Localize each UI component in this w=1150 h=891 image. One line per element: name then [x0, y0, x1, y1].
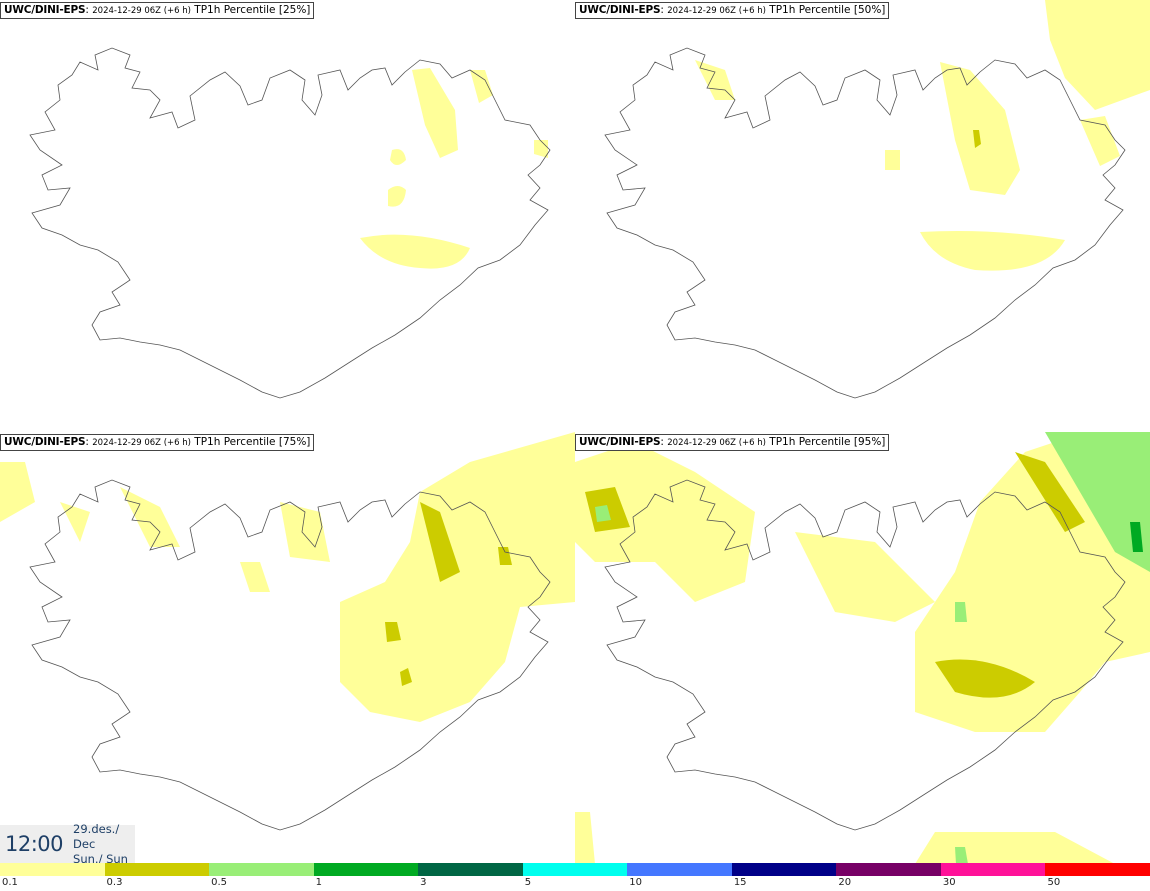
valid-time-box: 12:00 29.des./ Dec Sun./ Sun	[0, 822, 135, 866]
precip-area	[385, 622, 401, 642]
precip-area	[240, 562, 270, 592]
legend-swatch	[418, 863, 523, 876]
precip-shading	[695, 0, 1150, 271]
map-panel-50: UWC/DINI-EPS: 2024-12-29 06Z (+6 h) TP1h…	[575, 0, 1150, 432]
legend-swatch	[940, 863, 1046, 876]
precip-area	[795, 532, 935, 622]
panel-title: UWC/DINI-EPS: 2024-12-29 06Z (+6 h) TP1h…	[575, 2, 890, 19]
map-panel-75: UWC/DINI-EPS: 2024-12-29 06Z (+6 h) TP1h…	[0, 432, 575, 864]
precip-shading	[0, 432, 575, 722]
legend-tick-label: 3	[420, 877, 427, 888]
precip-area	[1130, 522, 1143, 552]
precip-area	[60, 502, 90, 542]
precip-area	[575, 812, 595, 864]
precip-legend: 0.1 0.3 0.5 1 3 5 10 15 20 30 50	[0, 863, 1150, 891]
precip-area	[534, 140, 548, 158]
precip-area	[1015, 452, 1085, 532]
legend-tick-label: 10	[629, 877, 642, 888]
legend-swatch	[836, 863, 941, 876]
legend-tick-label: 0.3	[106, 877, 123, 888]
valid-time: 12:00	[5, 832, 64, 856]
precip-area	[340, 432, 575, 722]
valid-day: Sun./ Sun	[73, 851, 128, 866]
precip-area	[973, 130, 981, 148]
legend-tick-label: 30	[942, 877, 956, 888]
precip-area	[920, 231, 1065, 271]
panel-title: UWC/DINI-EPS: 2024-12-29 06Z (+6 h) TP1h…	[0, 434, 315, 451]
precip-area	[940, 62, 1020, 195]
legend-tick-label: 0.1	[2, 877, 18, 888]
precip-area	[360, 234, 470, 269]
iceland-coastline	[604, 47, 1126, 399]
iceland-map	[575, 432, 1150, 864]
legend-tick-label: 0.5	[211, 877, 227, 888]
precip-area	[120, 487, 180, 547]
legend-swatch	[313, 863, 419, 876]
legend-swatch	[522, 863, 628, 876]
map-panel-95: UWC/DINI-EPS: 2024-12-29 06Z (+6 h) TP1h…	[575, 432, 1150, 864]
valid-date: 29.des./ Dec	[73, 821, 120, 851]
panel-title: UWC/DINI-EPS: 2024-12-29 06Z (+6 h) TP1h…	[0, 2, 315, 19]
legend-tick-label: 50	[1047, 877, 1061, 888]
legend-tick-label: 5	[524, 877, 532, 888]
precip-area	[935, 659, 1035, 698]
precip-area	[280, 502, 330, 562]
valid-date-block: 29.des./ Dec Sun./ Sun	[73, 822, 135, 867]
precip-area	[1045, 432, 1150, 572]
precip-area	[0, 462, 35, 522]
precip-shading	[360, 68, 548, 269]
precip-area	[575, 442, 755, 602]
iceland-map	[29, 47, 551, 399]
precip-area	[388, 186, 406, 207]
precip-shading	[575, 432, 1150, 864]
iceland-map	[0, 432, 575, 831]
precip-area	[470, 70, 493, 103]
precip-area	[498, 547, 512, 565]
legend-swatch	[1045, 863, 1150, 876]
iceland-coastline	[604, 479, 1126, 831]
precip-area	[1080, 116, 1120, 166]
precip-area	[885, 150, 900, 170]
precip-area	[390, 149, 406, 165]
map-panel-25: UWC/DINI-EPS: 2024-12-29 06Z (+6 h) TP1h…	[0, 0, 575, 432]
legend-ticks: 0.1 0.3 0.5 1 3 5 10 15 20 30 50	[0, 876, 1150, 891]
legend-swatch	[627, 863, 732, 876]
legend-swatch	[104, 863, 210, 876]
iceland-coastline	[29, 479, 551, 831]
legend-swatch	[731, 863, 837, 876]
precip-area	[1045, 0, 1150, 110]
precip-area	[412, 68, 458, 158]
panel-title: UWC/DINI-EPS: 2024-12-29 06Z (+6 h) TP1h…	[575, 434, 890, 451]
precip-area	[915, 832, 1115, 864]
precip-area	[595, 505, 611, 522]
legend-tick-label: 1	[315, 877, 322, 888]
precip-area	[955, 847, 968, 864]
precip-area	[955, 602, 967, 622]
precip-area	[420, 502, 460, 582]
legend-swatch	[209, 863, 314, 876]
legend-swatch	[0, 863, 105, 876]
precip-area	[400, 668, 412, 686]
legend-tick-label: 15	[733, 877, 747, 888]
iceland-coastline	[29, 47, 551, 399]
iceland-map	[604, 0, 1150, 399]
legend-colorbar	[0, 863, 1150, 876]
legend-tick-label: 20	[838, 877, 852, 888]
